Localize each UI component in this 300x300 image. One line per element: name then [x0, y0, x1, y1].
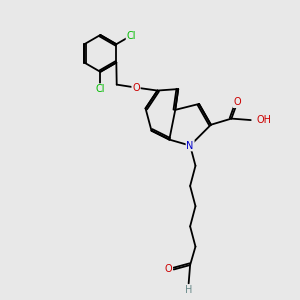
Text: N: N: [186, 140, 194, 151]
Text: Cl: Cl: [96, 84, 105, 94]
Text: OH: OH: [256, 115, 271, 125]
Text: O: O: [165, 265, 172, 275]
Text: Cl: Cl: [127, 31, 136, 40]
Text: H: H: [185, 285, 192, 295]
Text: O: O: [234, 97, 241, 107]
Text: O: O: [132, 82, 140, 93]
